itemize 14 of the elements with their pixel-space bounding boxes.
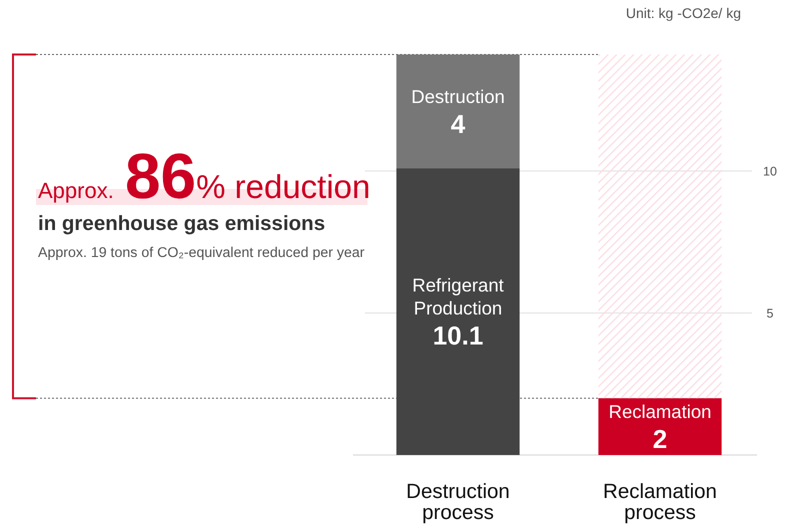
text: in greenhouse gas emissions bbox=[38, 212, 326, 235]
data-label: 10.1 bbox=[432, 320, 484, 351]
series-label: Refrigerant Production bbox=[412, 274, 504, 319]
y-tick-label: 5 bbox=[766, 306, 774, 320]
series-label: Destruction bbox=[411, 86, 505, 107]
x-tick-label: Destruction process bbox=[406, 480, 510, 524]
data-label: 4 bbox=[450, 108, 466, 139]
x-tick-label: Reclamation process bbox=[603, 480, 717, 524]
data-label: 2 bbox=[652, 424, 668, 454]
y-axis-title: Unit: kg -CO2e/ kg bbox=[626, 5, 741, 21]
series-label: Reclamation bbox=[608, 401, 712, 422]
text: Approx. 19 tons of CO₂-equivalent reduced per year bbox=[38, 245, 365, 261]
annotation: Approx. 86% reduction bbox=[38, 140, 370, 212]
y-tick-label: 10 bbox=[763, 164, 777, 178]
